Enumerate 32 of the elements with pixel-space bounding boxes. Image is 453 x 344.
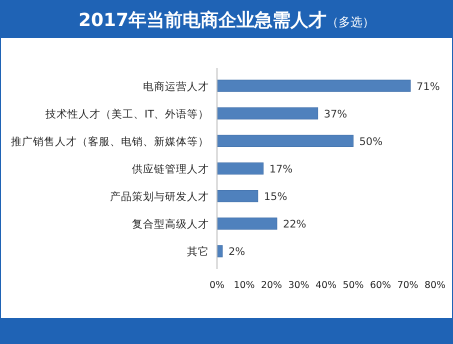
x-tick-label: 50% — [342, 280, 364, 291]
data-label: 50% — [359, 136, 383, 148]
chart-subtitle: （多选） — [326, 15, 375, 29]
y-tick-label: 复合型高级人才 — [132, 218, 209, 231]
y-tick-label: 电商运营人才 — [143, 80, 209, 93]
data-label: 37% — [324, 108, 348, 120]
bar — [216, 80, 411, 92]
x-tick-label: 20% — [260, 280, 282, 291]
chart-title: 2017年当前电商企业急需人才 — [78, 10, 327, 31]
x-tick-label: 10% — [234, 280, 255, 291]
x-tick-label: 80% — [424, 280, 446, 291]
data-label: 2% — [228, 246, 246, 258]
bar — [216, 190, 258, 202]
y-tick-label: 供应链管理人才 — [132, 162, 209, 176]
bar — [216, 218, 278, 230]
data-label: 17% — [269, 164, 293, 176]
y-tick-label: 其它 — [187, 245, 209, 258]
x-tick-label: 40% — [315, 280, 337, 291]
data-label: 22% — [282, 218, 306, 231]
x-tick-label: 0% — [209, 280, 225, 291]
bar — [216, 134, 354, 147]
x-tick-label: 60% — [370, 280, 392, 291]
data-label: 71% — [416, 80, 440, 93]
data-label: 15% — [264, 191, 288, 204]
x-tick-label: 70% — [397, 280, 418, 291]
bar — [216, 162, 264, 175]
y-tick-label: 推广销售人才（客服、电销、新媒体等） — [11, 134, 209, 148]
bar — [216, 107, 318, 120]
y-tick-label: 产品策划与研发人才 — [110, 190, 209, 204]
x-tick-label: 30% — [288, 280, 310, 291]
y-tick-label: 技术性人才（美工、IT、外语等） — [44, 107, 209, 120]
bar — [216, 245, 223, 258]
